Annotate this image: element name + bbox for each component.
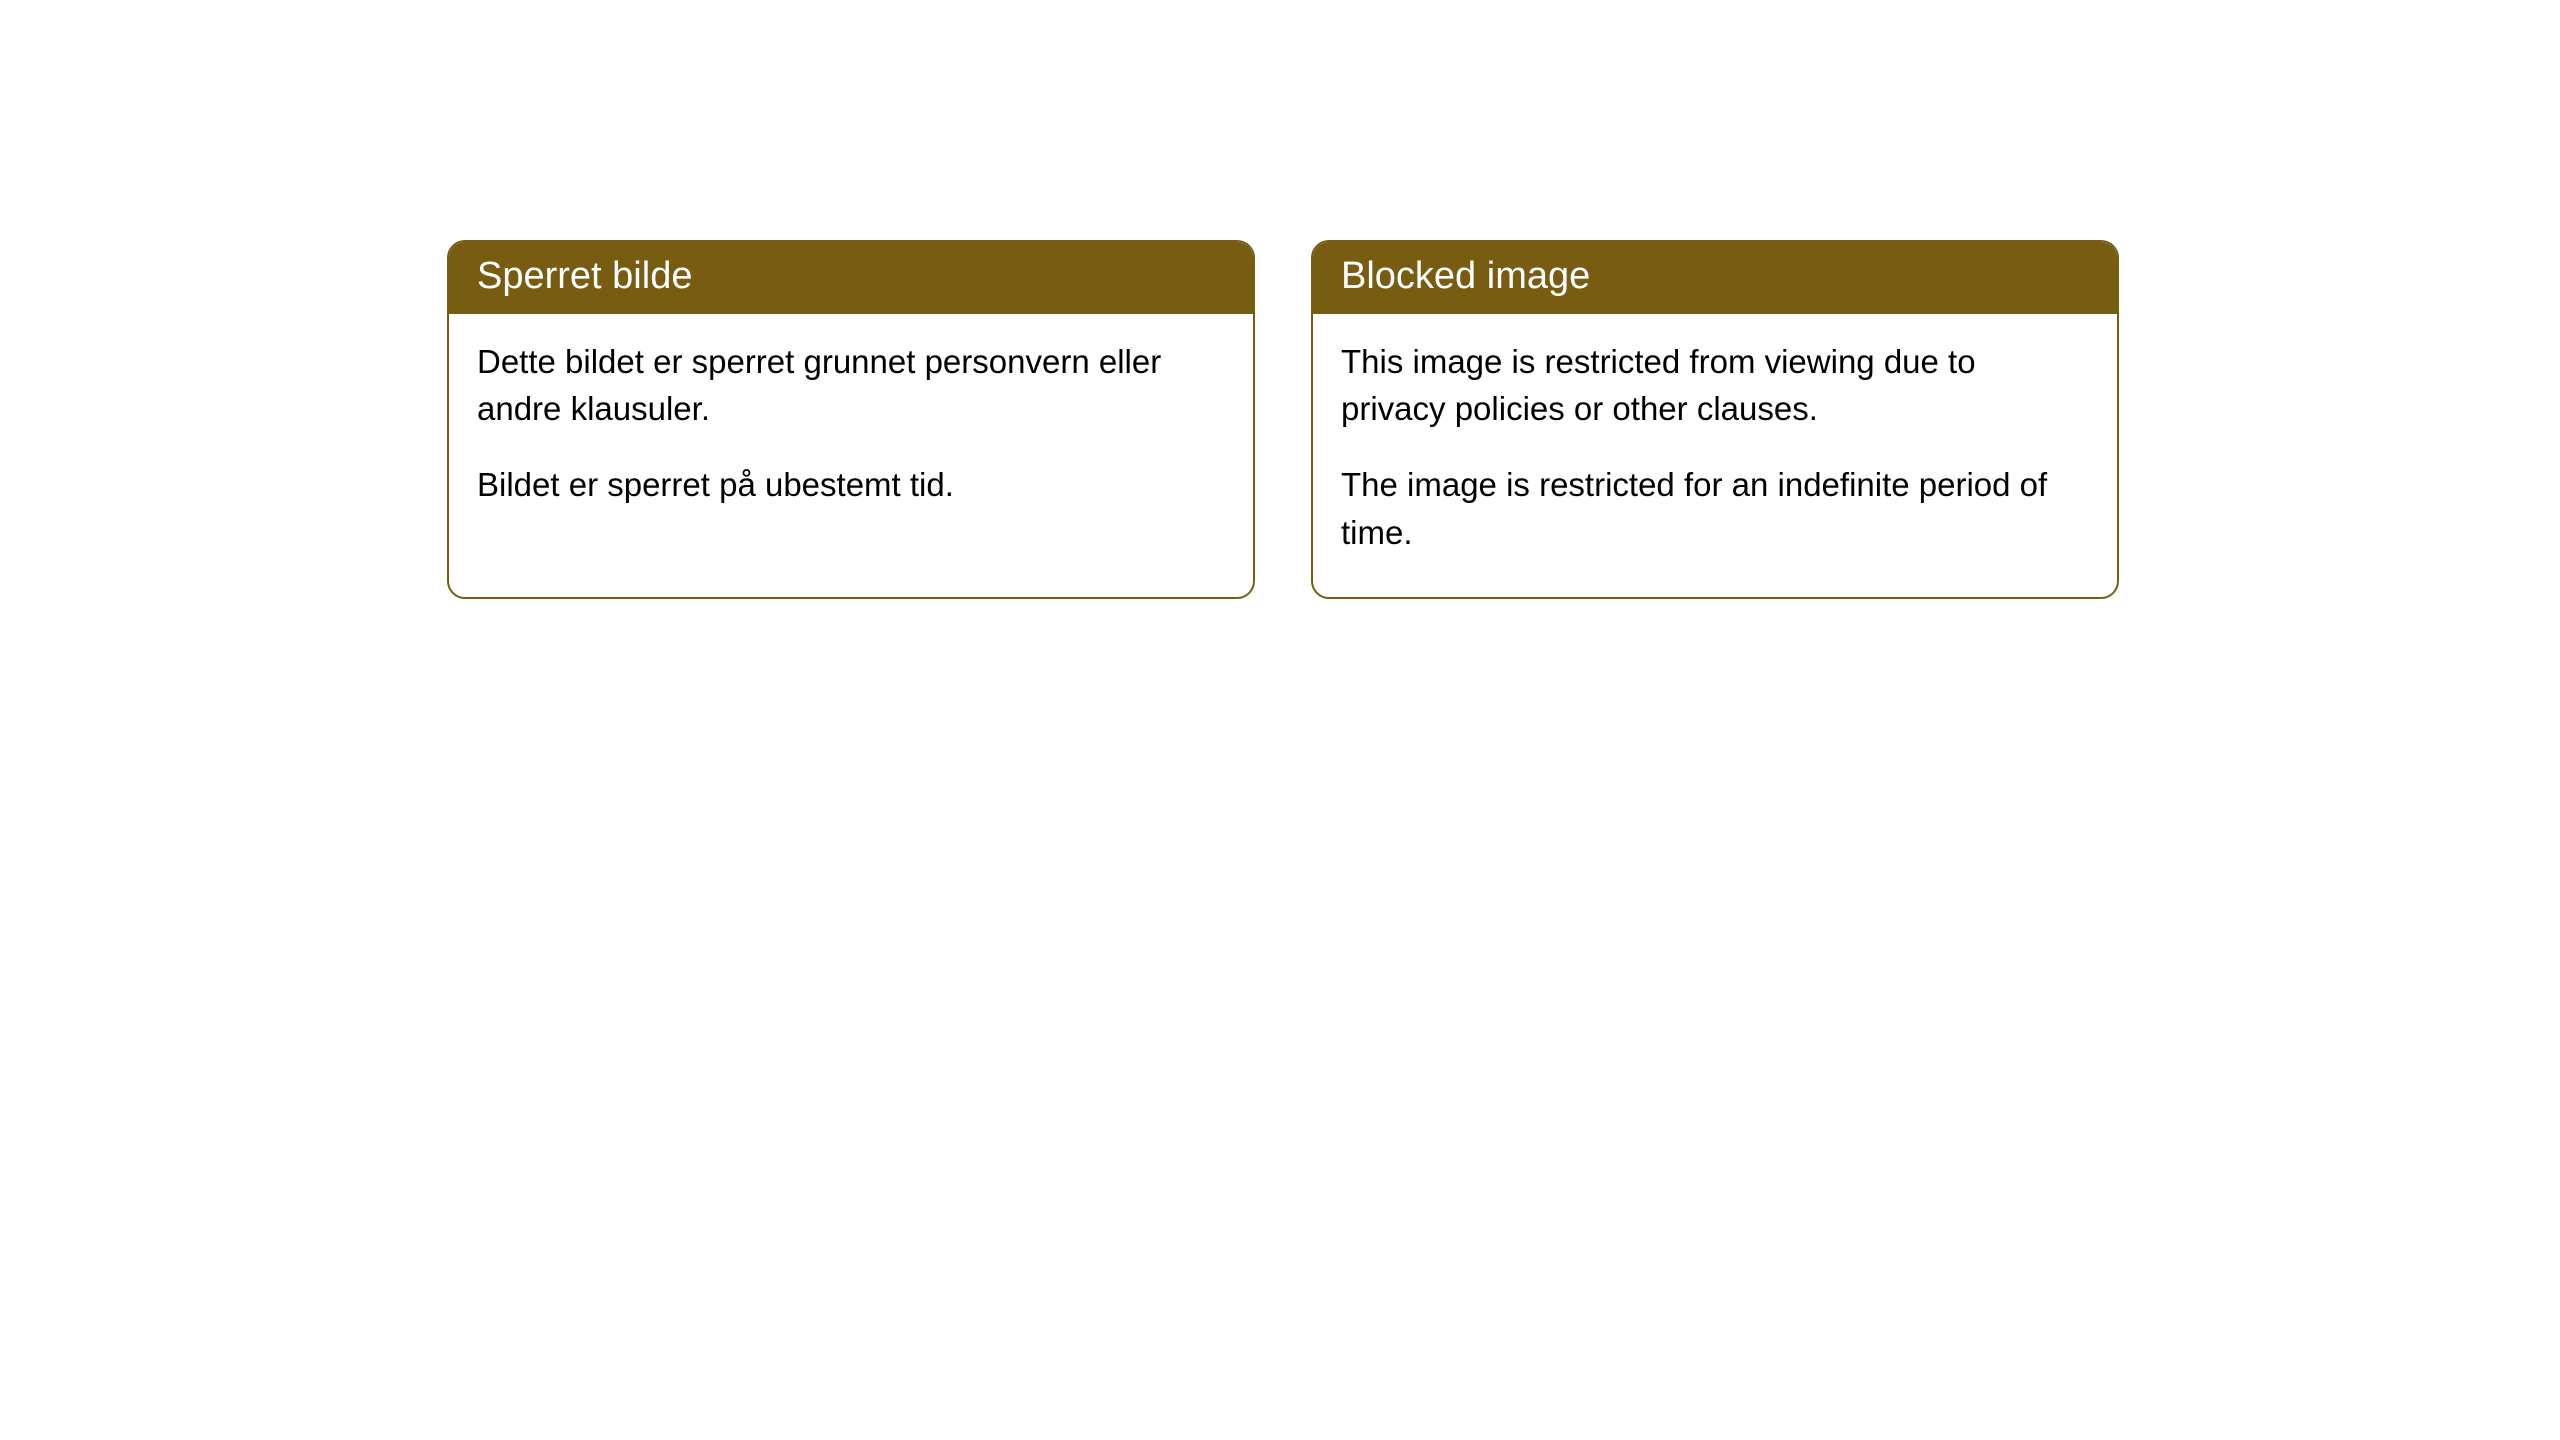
notice-card-english: Blocked image This image is restricted f… <box>1311 240 2119 599</box>
card-body: Dette bildet er sperret grunnet personve… <box>449 314 1253 550</box>
notice-paragraph: This image is restricted from viewing du… <box>1341 338 2089 434</box>
card-header: Sperret bilde <box>449 242 1253 314</box>
notice-paragraph: The image is restricted for an indefinit… <box>1341 461 2089 557</box>
notice-paragraph: Bildet er sperret på ubestemt tid. <box>477 461 1225 509</box>
card-body: This image is restricted from viewing du… <box>1313 314 2117 597</box>
notice-card-norwegian: Sperret bilde Dette bildet er sperret gr… <box>447 240 1255 599</box>
notice-paragraph: Dette bildet er sperret grunnet personve… <box>477 338 1225 434</box>
card-header: Blocked image <box>1313 242 2117 314</box>
notice-container: Sperret bilde Dette bildet er sperret gr… <box>447 240 2119 599</box>
